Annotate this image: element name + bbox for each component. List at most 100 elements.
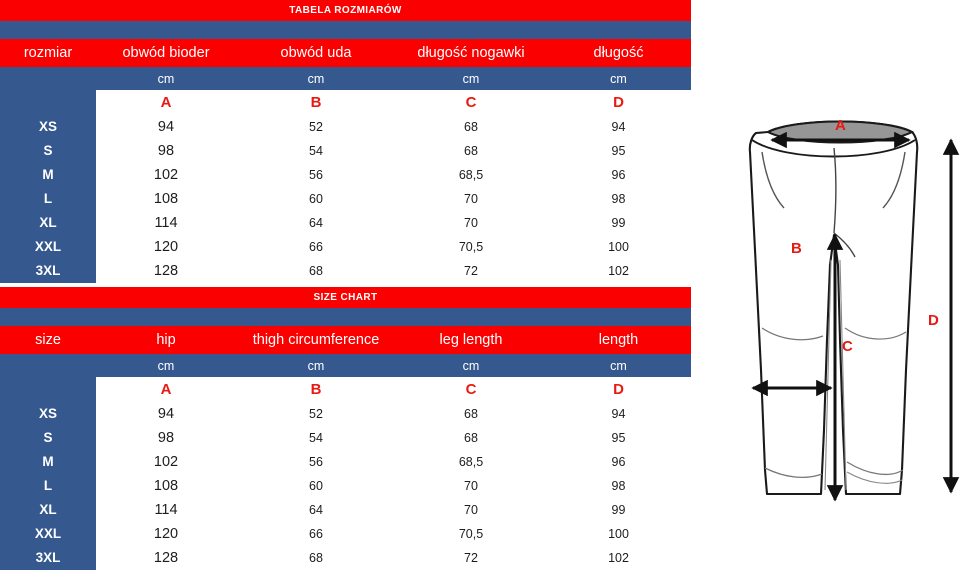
table-row: 108 60 70 98 <box>96 474 691 498</box>
table-row: 120 66 70,5 100 <box>96 235 691 259</box>
cell-thigh: 60 <box>309 479 323 493</box>
size-column-english: XS S M L XL XXL 3XL <box>0 377 96 570</box>
pants-measurement-diagram: A B C D <box>700 100 979 520</box>
cell-thigh: 52 <box>309 120 323 134</box>
letter-d: D <box>613 381 624 398</box>
data-column-polish: A B C D 94 52 68 94 98 54 68 95 <box>96 90 691 283</box>
table-row: 102 56 68,5 96 <box>96 450 691 474</box>
letter-a: A <box>160 94 172 111</box>
unit-leg-length: cm <box>462 358 480 373</box>
unit-row-english: cm cm cm cm <box>0 354 691 377</box>
table-row: 102 56 68,5 96 <box>96 163 691 187</box>
cell-hip: 102 <box>153 167 179 183</box>
letter-a: A <box>160 381 172 398</box>
cell-leg-length: 68,5 <box>458 455 484 469</box>
cell-thigh: 54 <box>309 431 323 445</box>
cell-length: 98 <box>611 192 626 206</box>
cell-thigh: 56 <box>309 455 323 469</box>
cell-leg-length: 70 <box>464 192 478 206</box>
hem-left <box>764 467 823 479</box>
cell-hip: 114 <box>154 502 178 518</box>
size-label: 3XL <box>35 550 61 565</box>
cell-length: 96 <box>611 455 626 469</box>
unit-thigh: cm <box>307 71 325 86</box>
data-column-english: A B C D 94 52 68 94 98 54 68 95 <box>96 377 691 570</box>
size-column-spacer <box>0 377 96 402</box>
table-banner-english: SIZE CHART <box>0 287 691 308</box>
table-body-polish: XS S M L XL XXL 3XL A B C D 94 52 68 <box>0 90 691 283</box>
cell-hip: 94 <box>157 119 175 135</box>
size-label: XXL <box>34 526 62 541</box>
measurement-letter-row-english: A B C D <box>96 377 691 402</box>
letter-c: C <box>465 381 477 398</box>
unit-thigh: cm <box>307 358 325 373</box>
cell-hip: 128 <box>153 263 179 279</box>
cell-hip: 114 <box>154 215 178 231</box>
column-header-length: długość <box>593 45 644 61</box>
cell-leg-length: 70,5 <box>458 240 484 254</box>
table-row: 120 66 70,5 100 <box>96 522 691 546</box>
column-header-size: size <box>35 332 61 348</box>
column-header-thigh: thigh circumference <box>252 332 380 348</box>
cell-leg-length: 72 <box>464 551 478 565</box>
unit-leg-length: cm <box>462 71 480 86</box>
column-header-hip: hip <box>156 332 176 348</box>
unit-hip: cm <box>157 358 175 373</box>
size-label: XL <box>39 215 57 230</box>
cell-thigh: 66 <box>309 527 323 541</box>
size-label: 3XL <box>35 263 61 278</box>
cell-length: 100 <box>608 527 629 541</box>
knee-crease-right <box>844 327 907 340</box>
size-label: XL <box>39 502 57 517</box>
cell-length: 102 <box>608 551 629 565</box>
unit-length: cm <box>610 358 627 373</box>
cell-hip: 108 <box>153 191 179 207</box>
unit-row-polish: cm cm cm cm <box>0 67 691 90</box>
cell-leg-length: 70 <box>464 503 478 517</box>
size-label: XXL <box>34 239 62 254</box>
size-label: L <box>43 478 53 493</box>
letter-b: B <box>310 381 322 398</box>
cell-leg-length: 72 <box>464 264 478 278</box>
size-label: XS <box>38 119 57 134</box>
cell-hip: 108 <box>153 478 179 494</box>
size-label: L <box>43 191 53 206</box>
table-row: 98 54 68 95 <box>96 139 691 163</box>
table-row: 108 60 70 98 <box>96 187 691 211</box>
cell-leg-length: 68 <box>464 431 478 445</box>
pocket-left <box>761 151 785 209</box>
dimension-label-a: A <box>835 117 846 134</box>
table-row: 98 54 68 95 <box>96 426 691 450</box>
cell-leg-length: 68 <box>464 407 478 421</box>
cell-leg-length: 70 <box>464 479 478 493</box>
hem-right-inner <box>846 471 903 484</box>
size-label: S <box>43 430 53 445</box>
size-label: M <box>42 167 54 182</box>
cell-thigh: 56 <box>309 168 323 182</box>
column-header-thigh: obwód uda <box>280 45 352 61</box>
cell-length: 98 <box>611 479 626 493</box>
size-label: M <box>42 454 54 469</box>
table-row: 94 52 68 94 <box>96 402 691 426</box>
size-table-polish: TABELA ROZMIARÓW rozmiar obwód bioder ob… <box>0 0 691 283</box>
letter-c: C <box>465 94 477 111</box>
cell-thigh: 52 <box>309 407 323 421</box>
cell-length: 94 <box>611 120 626 134</box>
banner-divider-english <box>0 308 691 326</box>
cell-hip: 94 <box>157 406 175 422</box>
banner-divider-polish <box>0 21 691 39</box>
cell-thigh: 64 <box>309 216 323 230</box>
pants-illustration-svg <box>748 120 960 502</box>
table-row: 114 64 70 99 <box>96 498 691 522</box>
table-row: 94 52 68 94 <box>96 115 691 139</box>
unit-hip: cm <box>157 71 175 86</box>
letter-b: B <box>310 94 322 111</box>
column-header-size: rozmiar <box>23 45 73 61</box>
cell-thigh: 54 <box>309 144 323 158</box>
cell-leg-length: 70,5 <box>458 527 484 541</box>
cell-thigh: 68 <box>309 551 323 565</box>
column-header-leg-length: długość nogawki <box>417 45 525 61</box>
hem-right <box>846 461 904 476</box>
cell-thigh: 66 <box>309 240 323 254</box>
cell-leg-length: 68 <box>464 120 478 134</box>
